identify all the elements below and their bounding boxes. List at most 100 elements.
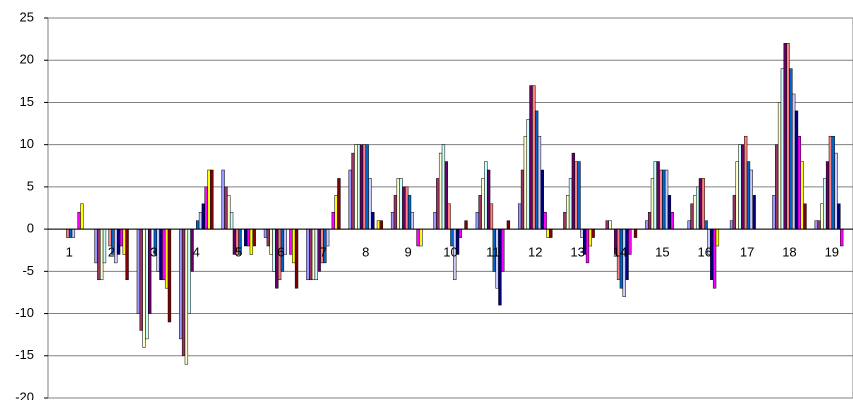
- bar: [187, 228, 191, 314]
- x-tick-label: 11: [486, 245, 500, 260]
- bar: [122, 228, 126, 255]
- bar: [224, 186, 228, 230]
- bar: [772, 195, 776, 230]
- bar: [478, 195, 482, 230]
- bar: [337, 178, 341, 230]
- bar: [825, 161, 830, 230]
- bar: [489, 203, 494, 230]
- bar: [803, 203, 807, 230]
- bar: [450, 228, 454, 247]
- bar: [540, 169, 544, 230]
- bar: [402, 186, 406, 230]
- bar: [820, 203, 824, 230]
- bar: [746, 161, 751, 230]
- bar: [577, 161, 581, 230]
- bar: [181, 228, 186, 357]
- bar: [800, 161, 804, 230]
- bar: [837, 203, 841, 230]
- bar: [523, 135, 528, 230]
- x-tick-label: 15: [655, 245, 669, 260]
- bar: [744, 135, 748, 230]
- bar: [306, 228, 310, 281]
- bar: [693, 195, 697, 230]
- bar: [777, 102, 782, 230]
- bar: [780, 68, 785, 230]
- bar: [628, 228, 632, 255]
- bar: [314, 228, 318, 281]
- bar: [732, 195, 737, 230]
- x-tick-label: 10: [443, 245, 457, 260]
- bar: [376, 220, 381, 230]
- bar: [695, 186, 700, 230]
- bar: [712, 228, 717, 289]
- x-tick-label: 3: [150, 245, 157, 260]
- bar: [164, 228, 169, 289]
- bar: [647, 211, 652, 230]
- bar: [249, 228, 254, 255]
- bar: [221, 169, 225, 230]
- bar: [179, 228, 183, 340]
- bar: [142, 228, 146, 348]
- bar: [227, 195, 231, 230]
- bar: [116, 228, 121, 255]
- bar: [794, 110, 799, 230]
- bar: [543, 211, 547, 230]
- bar: [580, 228, 584, 238]
- bar: [741, 144, 745, 230]
- bar: [749, 169, 753, 230]
- bar: [210, 169, 214, 230]
- bar: [136, 228, 141, 314]
- bar: [416, 228, 420, 247]
- bar: [145, 228, 149, 340]
- bar: [608, 220, 612, 230]
- y-tick-label: 10: [20, 136, 34, 151]
- bar: [207, 169, 211, 230]
- bar: [433, 211, 437, 230]
- bar: [68, 228, 73, 238]
- bar: [786, 43, 790, 230]
- bar: [574, 161, 578, 230]
- bar: [354, 144, 358, 230]
- bar: [568, 178, 573, 230]
- bar: [289, 228, 293, 255]
- bar: [325, 228, 330, 247]
- bar: [368, 178, 372, 230]
- bar: [501, 228, 505, 272]
- bar: [196, 220, 200, 230]
- bar: [659, 169, 663, 230]
- bar: [701, 178, 705, 230]
- bar: [591, 228, 595, 238]
- bar: [571, 152, 576, 230]
- bar: [229, 211, 234, 230]
- bar: [159, 228, 163, 281]
- bar: [633, 228, 638, 238]
- bar: [331, 211, 335, 230]
- bar: [198, 211, 203, 230]
- bar: [139, 228, 143, 331]
- bar: [77, 211, 81, 230]
- bar: [410, 211, 415, 230]
- bar: [204, 186, 208, 230]
- bar: [506, 220, 511, 230]
- bar: [464, 220, 468, 230]
- bar: [662, 169, 666, 230]
- x-tick-label: 5: [235, 245, 242, 260]
- bar: [438, 152, 443, 230]
- x-tick-label: 1: [66, 245, 73, 260]
- x-tick-label: 6: [277, 245, 284, 260]
- bar: [546, 228, 550, 238]
- x-tick-label: 18: [782, 245, 796, 260]
- bar: [272, 228, 276, 272]
- bar: [481, 178, 485, 230]
- bar: [814, 220, 818, 230]
- bar: [393, 195, 398, 230]
- bar: [100, 228, 104, 281]
- bar: [475, 211, 479, 230]
- bar: [436, 178, 440, 230]
- y-tick-label: -15: [15, 347, 34, 362]
- bar: [792, 93, 796, 230]
- bar: [823, 178, 827, 230]
- bar: [831, 135, 835, 230]
- bar: [97, 228, 101, 281]
- x-tick-label: 16: [697, 245, 711, 260]
